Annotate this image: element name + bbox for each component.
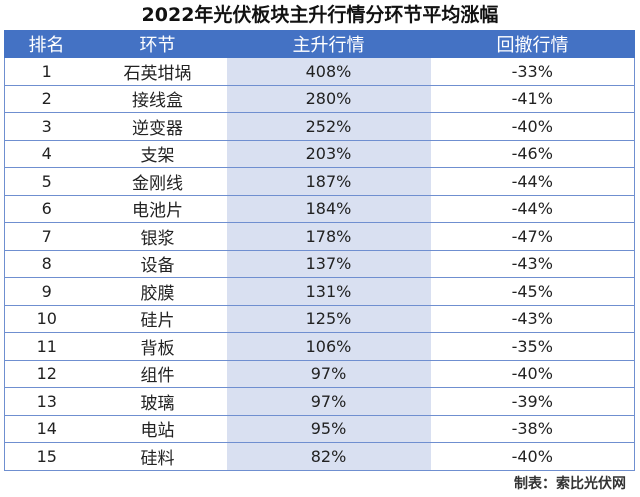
pullback-cell: -40% — [430, 442, 635, 471]
pullback-cell: -40% — [430, 359, 635, 388]
rank-cell: 11 — [4, 332, 89, 361]
segment-cell: 银浆 — [88, 222, 227, 251]
table-row: 15 硅料 82% -40% — [4, 442, 635, 471]
pullback-cell: -44% — [430, 194, 635, 223]
pullback-cell: -46% — [430, 139, 635, 168]
main-rise-cell: 408% — [226, 57, 431, 86]
table-row: 8 设备 137% -43% — [4, 249, 635, 278]
main-rise-cell: 184% — [226, 194, 431, 223]
pullback-cell: -44% — [430, 167, 635, 196]
rank-cell: 5 — [4, 167, 89, 196]
table-row: 2 接线盒 280% -41% — [4, 84, 635, 113]
main-rise-cell: 131% — [226, 277, 431, 306]
pullback-cell: -43% — [430, 304, 635, 333]
table-row: 14 电站 95% -38% — [4, 414, 635, 443]
main-rise-cell: 252% — [226, 112, 431, 141]
column-header: 主升行情 — [226, 30, 431, 58]
pullback-cell: -33% — [430, 57, 635, 86]
rank-cell: 14 — [4, 414, 89, 443]
rank-cell: 4 — [4, 139, 89, 168]
segment-cell: 胶膜 — [88, 277, 227, 306]
gain-table: 排名 环节 主升行情 回撤行情 1 石英坩埚 408% -33% 2 接线盒 280% -41% 3 逆… — [4, 30, 635, 471]
rank-cell: 8 — [4, 249, 89, 278]
segment-cell: 玻璃 — [88, 387, 227, 416]
rank-cell: 10 — [4, 304, 89, 333]
segment-cell: 电站 — [88, 414, 227, 443]
column-header: 排名 — [4, 30, 89, 58]
main-rise-cell: 97% — [226, 387, 431, 416]
segment-cell: 设备 — [88, 249, 227, 278]
table-row: 9 胶膜 131% -45% — [4, 277, 635, 306]
rank-cell: 15 — [4, 442, 89, 471]
segment-cell: 接线盒 — [88, 84, 227, 113]
table-row: 5 金刚线 187% -44% — [4, 167, 635, 196]
main-rise-cell: 125% — [226, 304, 431, 333]
pullback-cell: -40% — [430, 112, 635, 141]
segment-cell: 支架 — [88, 139, 227, 168]
pullback-cell: -47% — [430, 222, 635, 251]
source-note: 制表：索比光伏网 — [514, 476, 626, 492]
rank-cell: 2 — [4, 84, 89, 113]
pullback-cell: -41% — [430, 84, 635, 113]
segment-cell: 硅料 — [88, 442, 227, 471]
rank-cell: 6 — [4, 194, 89, 223]
table-row: 6 电池片 184% -44% — [4, 194, 635, 223]
pullback-cell: -39% — [430, 387, 635, 416]
main-rise-cell: 95% — [226, 414, 431, 443]
table-row: 3 逆变器 252% -40% — [4, 112, 635, 141]
main-rise-cell: 137% — [226, 249, 431, 278]
main-rise-cell: 97% — [226, 359, 431, 388]
segment-cell: 逆变器 — [88, 112, 227, 141]
rank-cell: 3 — [4, 112, 89, 141]
segment-cell: 组件 — [88, 359, 227, 388]
segment-cell: 电池片 — [88, 194, 227, 223]
segment-cell: 金刚线 — [88, 167, 227, 196]
table-row: 1 石英坩埚 408% -33% — [4, 57, 635, 86]
header-row: 排名 环节 主升行情 回撤行情 — [4, 30, 635, 58]
pullback-cell: -45% — [430, 277, 635, 306]
rank-cell: 9 — [4, 277, 89, 306]
pullback-cell: -38% — [430, 414, 635, 443]
main-rise-cell: 106% — [226, 332, 431, 361]
table-title: 2022年光伏板块主升行情分环节平均涨幅 — [141, 4, 499, 26]
table-row: 10 硅片 125% -43% — [4, 304, 635, 333]
main-rise-cell: 187% — [226, 167, 431, 196]
main-rise-cell: 280% — [226, 84, 431, 113]
segment-cell: 背板 — [88, 332, 227, 361]
rank-cell: 12 — [4, 359, 89, 388]
main-rise-cell: 178% — [226, 222, 431, 251]
pullback-cell: -43% — [430, 249, 635, 278]
segment-cell: 硅片 — [88, 304, 227, 333]
main-rise-cell: 82% — [226, 442, 431, 471]
rank-cell: 7 — [4, 222, 89, 251]
table-row: 13 玻璃 97% -39% — [4, 387, 635, 416]
table-row: 11 背板 106% -35% — [4, 332, 635, 361]
pullback-cell: -35% — [430, 332, 635, 361]
table-row: 7 银浆 178% -47% — [4, 222, 635, 251]
rank-cell: 13 — [4, 387, 89, 416]
table-row: 4 支架 203% -46% — [4, 139, 635, 168]
main-rise-cell: 203% — [226, 139, 431, 168]
column-header: 回撤行情 — [430, 30, 635, 58]
column-header: 环节 — [88, 30, 227, 58]
table-row: 12 组件 97% -40% — [4, 359, 635, 388]
rank-cell: 1 — [4, 57, 89, 86]
segment-cell: 石英坩埚 — [88, 57, 227, 86]
